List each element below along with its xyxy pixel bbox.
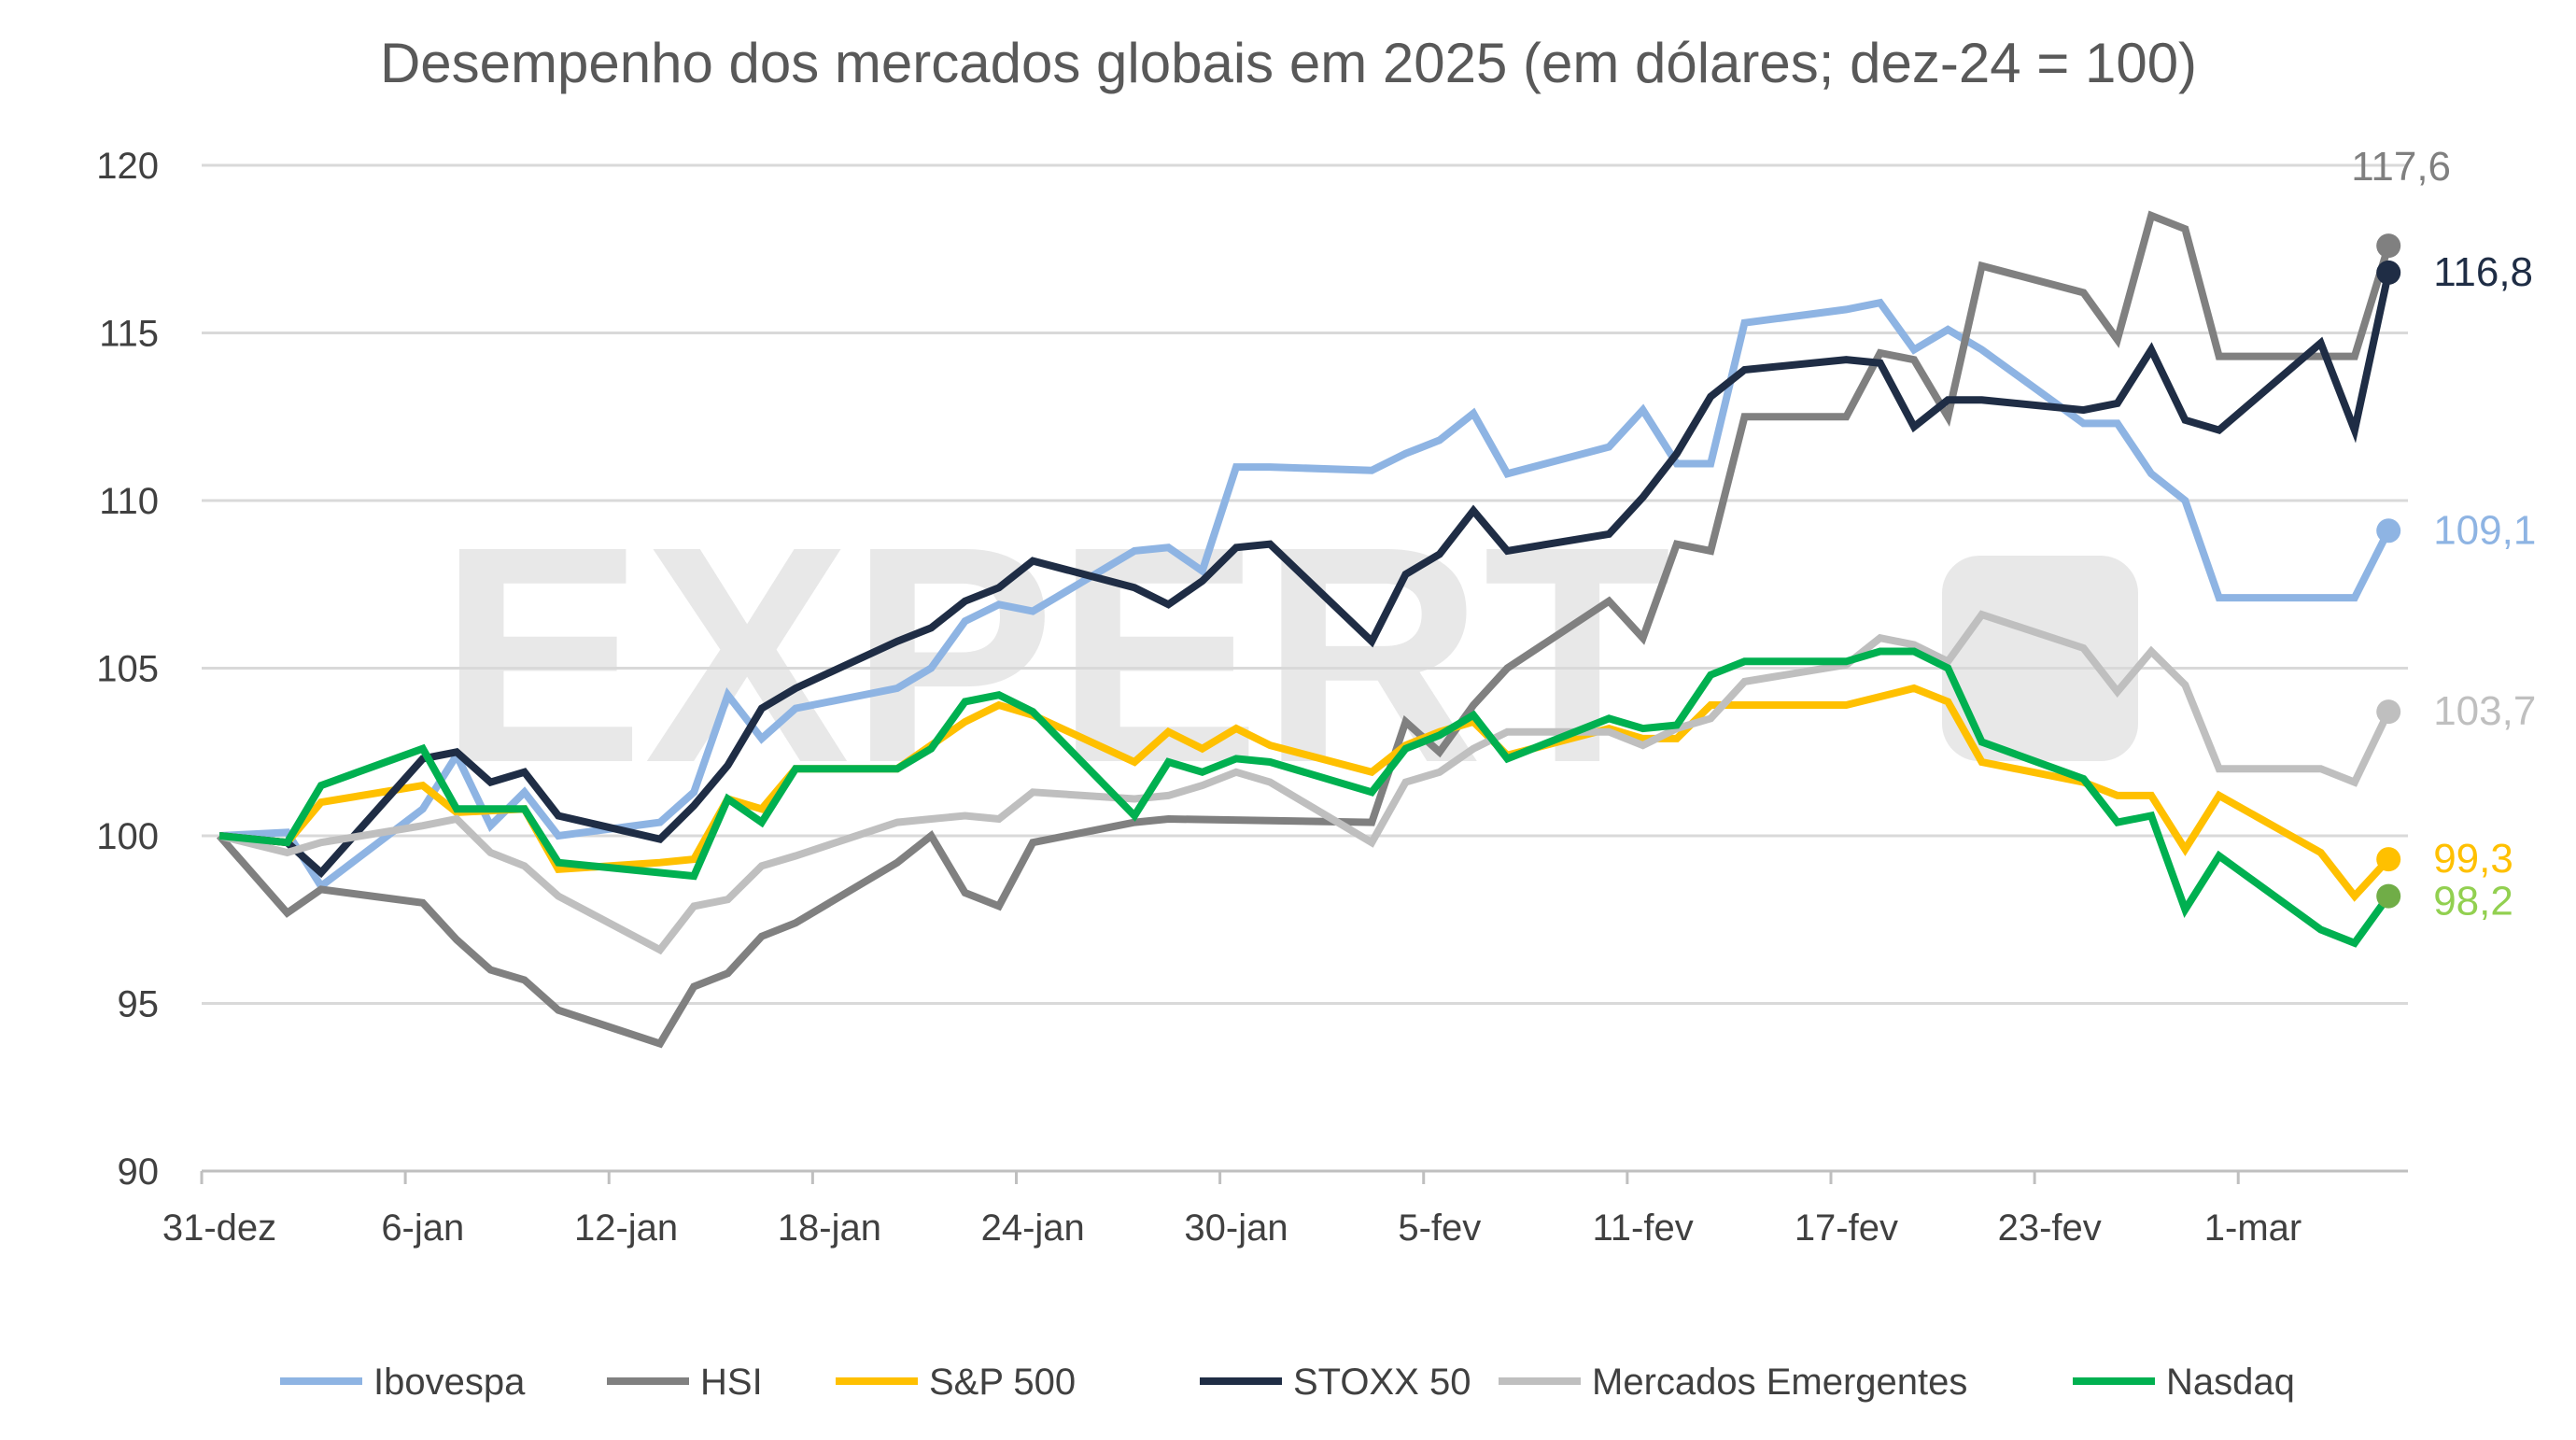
series-line-stoxx-50 (218, 272, 2393, 879)
y-tick-label: 90 (118, 1151, 160, 1193)
end-value-label: 109,1 (2433, 507, 2536, 553)
x-tick-label: 23-fev (1998, 1207, 2102, 1249)
y-tick-label: 105 (96, 649, 159, 690)
legend-label: HSI (700, 1362, 763, 1403)
series-line-ibovespa (218, 298, 2392, 892)
xp-logo-watermark (1942, 556, 2138, 761)
x-tick-label: 31-dez (162, 1207, 276, 1249)
x-tick-label: 5-fev (1398, 1207, 1481, 1249)
legend-label: Nasdaq (2166, 1362, 2295, 1403)
y-tick-label: 115 (99, 314, 159, 355)
chart-title: Desempenho dos mercados globais em 2025 … (380, 32, 2197, 94)
series-line-mercados-emergentes (218, 610, 2392, 955)
legend-label: S&P 500 (929, 1362, 1076, 1403)
x-tick-label: 18-jan (778, 1207, 881, 1249)
end-labels: 109,1 117,6 99,3 116,8 103,7 98,2 (2351, 144, 2536, 924)
series-line-nasdaq (218, 647, 2392, 948)
x-tick-label: 12-jan (574, 1207, 678, 1249)
x-axis-ticks: 31-dez 6-jan 12-jan 18-jan 24-jan 30-jan 5-fev… (162, 1171, 2302, 1249)
x-tick-label: 17-fev (1795, 1207, 1898, 1249)
y-tick-label: 100 (96, 816, 159, 857)
end-point-dot (2376, 699, 2401, 725)
legend-label: Ibovespa (373, 1362, 526, 1403)
x-tick-label: 6-jan (381, 1207, 464, 1249)
end-value-label: 103,7 (2433, 688, 2536, 734)
y-tick-label: 110 (99, 481, 159, 522)
end-point-dot (2376, 847, 2401, 872)
y-tick-label: 120 (96, 146, 159, 187)
end-point-dot (2376, 883, 2401, 909)
x-tick-label: 24-jan (981, 1207, 1085, 1249)
legend: Ibovespa HSI S&P 500 STOXX 50 Mercados Emerg… (280, 1362, 2295, 1403)
end-value-label: 99,3 (2433, 836, 2513, 882)
legend-label: STOXX 50 (1293, 1362, 1471, 1403)
y-axis-ticks: 90 95 100 105 110 115 120 (96, 146, 159, 1193)
end-point-dot (2376, 233, 2401, 259)
gridlines (202, 163, 2408, 1173)
end-point-dot (2376, 260, 2401, 285)
legend-label: Mercados Emergentes (1592, 1362, 1967, 1403)
y-tick-label: 95 (118, 984, 160, 1025)
end-value-label: 116,8 (2433, 249, 2533, 295)
end-value-label: 98,2 (2433, 879, 2513, 925)
end-value-label: 117,6 (2351, 144, 2451, 190)
end-point-dot (2376, 518, 2401, 544)
x-tick-label: 1-mar (2204, 1207, 2302, 1249)
series-lines (216, 210, 2393, 1049)
x-tick-label: 30-jan (1184, 1207, 1288, 1249)
expert-xp-watermark: EXPERT (439, 482, 1671, 826)
x-tick-label: 11-fev (1592, 1207, 1693, 1249)
